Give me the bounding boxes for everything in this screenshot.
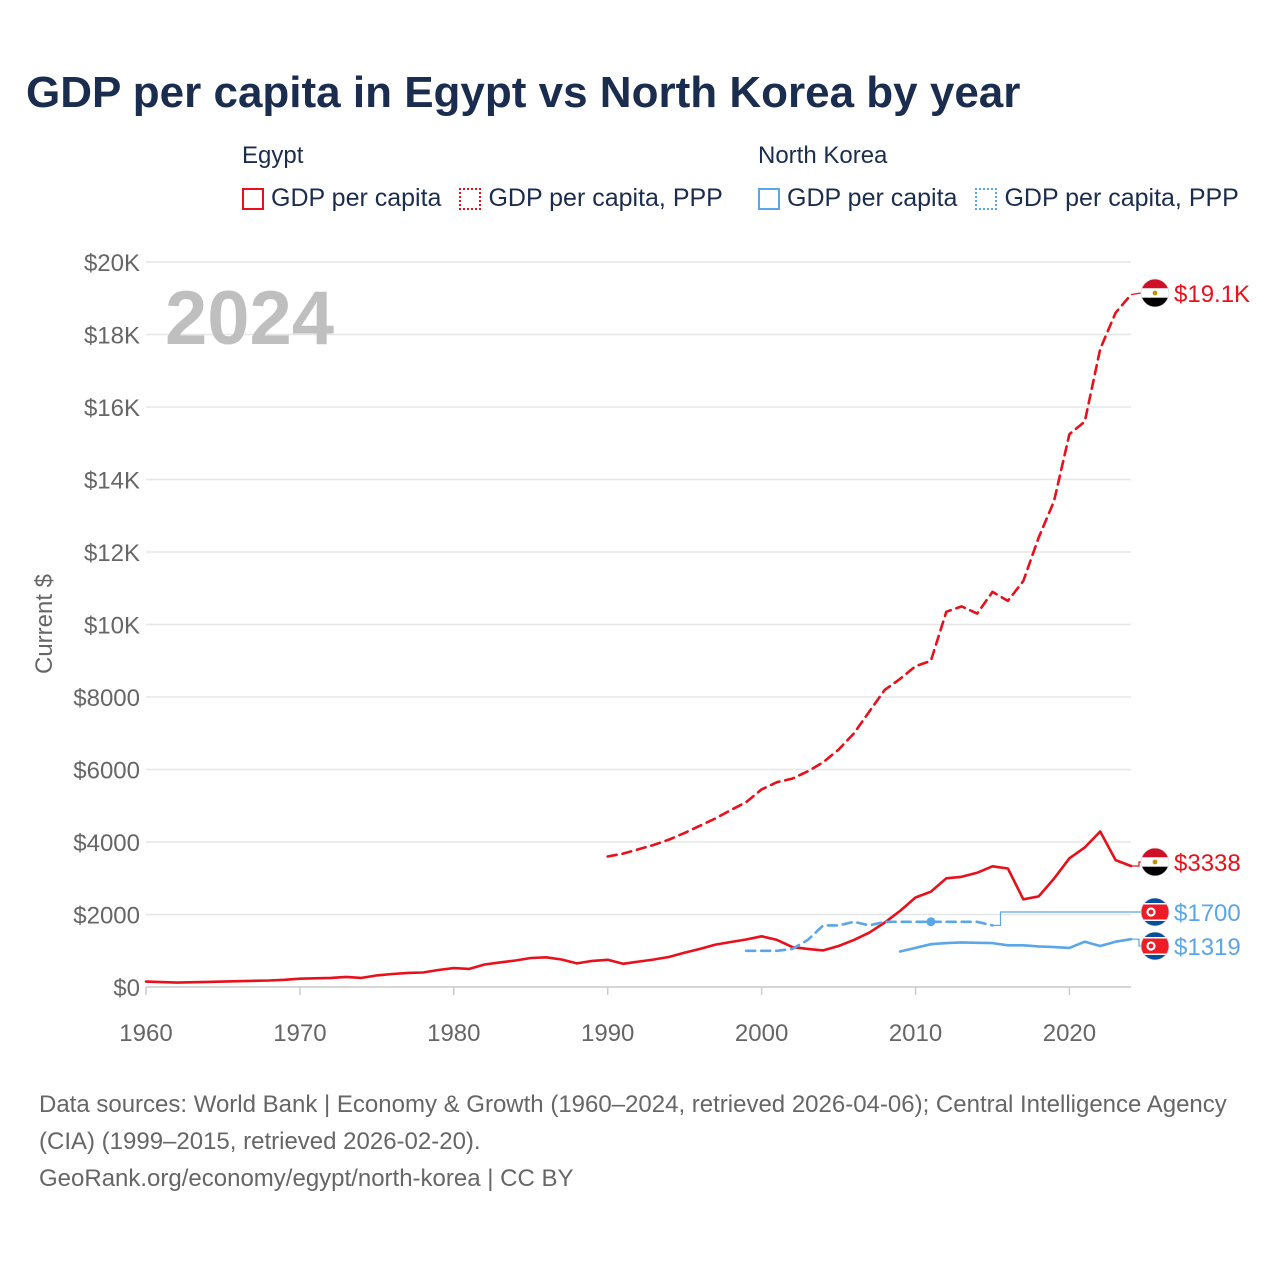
end-value-label: $1319 xyxy=(1174,934,1241,961)
legend-item-egypt-gdp[interactable]: GDP per capita xyxy=(242,184,441,213)
y-tick-label: $6000 xyxy=(73,758,140,785)
end-labels: $19.1K $3338 $1700 $1319 xyxy=(992,278,1250,961)
end-label-connector xyxy=(992,911,1141,926)
x-tick-label: 1990 xyxy=(581,1020,634,1047)
legend-item-nk-gdp-ppp[interactable]: GDP per capita, PPP xyxy=(975,184,1239,213)
y-tick-label: $12K xyxy=(84,540,140,567)
legend-swatch-solid xyxy=(242,187,264,210)
north-korea-flag-icon xyxy=(1140,897,1170,927)
end-value-label: $19.1K xyxy=(1174,281,1250,308)
legend-label: GDP per capita xyxy=(271,184,442,212)
legend-label: GDP per capita, PPP xyxy=(1004,184,1239,212)
data-point-marker[interactable] xyxy=(926,917,936,927)
legend-item-nk-gdp[interactable]: GDP per capita xyxy=(758,184,957,213)
legend-group-egypt: Egypt GDP per capita GDP per capita, PPP xyxy=(242,142,741,213)
series-line-egypt-gdp-per-capita-ppp[interactable] xyxy=(606,293,1133,858)
y-tick-label: $0 xyxy=(113,975,140,1002)
data-sources: Data sources: World Bank | Economy & Gro… xyxy=(39,1091,1227,1155)
x-tick-label: 1960 xyxy=(119,1020,172,1047)
y-tick-label: $10K xyxy=(84,613,140,640)
y-tick-label: $20K xyxy=(84,250,140,277)
legend-group-north-korea: North Korea GDP per capita GDP per capit… xyxy=(758,142,1257,213)
x-axis: 1960 1970 1980 1990 2000 2010 2020 xyxy=(119,986,1131,1047)
legend-item-egypt-gdp-ppp[interactable]: GDP per capita, PPP xyxy=(459,184,723,213)
end-label-connector xyxy=(1130,292,1142,296)
chart-title: GDP per capita in Egypt vs North Korea b… xyxy=(26,68,1021,117)
north-korea-flag-icon xyxy=(1140,931,1170,961)
egypt-flag-icon xyxy=(1140,278,1170,308)
y-axis: $0 $2000 $4000 $6000 $8000 $10K $12K $14K $16K $1… xyxy=(73,250,140,1002)
legend-country-north-korea: North Korea xyxy=(758,142,888,169)
attribution-link[interactable]: GeoRank.org/economy/egypt/north-korea | … xyxy=(39,1165,574,1192)
legend-swatch-solid xyxy=(758,187,780,210)
end-value-label: $3338 xyxy=(1174,850,1241,877)
y-tick-label: $14K xyxy=(84,468,140,495)
legend-swatch-dotted xyxy=(459,187,482,210)
x-tick-label: 1980 xyxy=(427,1020,480,1047)
footer: Data sources: World Bank | Economy & Gro… xyxy=(39,1086,1239,1197)
y-tick-label: $8000 xyxy=(73,685,140,712)
end-value-label: $1700 xyxy=(1174,900,1241,927)
series-lines xyxy=(144,293,1133,984)
series-line-north-korea-gdp-per-capita[interactable] xyxy=(898,937,1133,953)
end-label-connector xyxy=(1131,861,1141,867)
x-tick-label: 2020 xyxy=(1043,1020,1096,1047)
y-tick-label: $18K xyxy=(84,323,140,350)
x-tick-label: 1970 xyxy=(273,1020,326,1047)
legend-label: GDP per capita xyxy=(787,184,958,212)
y-tick-label: $4000 xyxy=(73,830,140,857)
x-tick-label: 2010 xyxy=(889,1020,942,1047)
y-tick-label: $2000 xyxy=(73,903,140,930)
legend-swatch-dotted xyxy=(975,187,998,210)
egypt-flag-icon xyxy=(1140,847,1170,877)
y-axis-label: Current $ xyxy=(31,574,58,674)
series-line-north-korea-gdp-per-capita-ppp[interactable] xyxy=(744,920,994,953)
line-chart: $0 $2000 $4000 $6000 $8000 $10K $12K $14K $16K $1… xyxy=(31,250,1250,1047)
year-overlay: 2024 xyxy=(165,276,334,361)
y-tick-label: $16K xyxy=(84,395,140,422)
legend-label: GDP per capita, PPP xyxy=(488,184,723,212)
x-tick-label: 2000 xyxy=(735,1020,788,1047)
end-label-connector xyxy=(1131,938,1141,947)
legend-country-egypt: Egypt xyxy=(242,142,304,169)
series-line-egypt-gdp-per-capita[interactable] xyxy=(144,830,1133,984)
grid xyxy=(146,261,1131,988)
